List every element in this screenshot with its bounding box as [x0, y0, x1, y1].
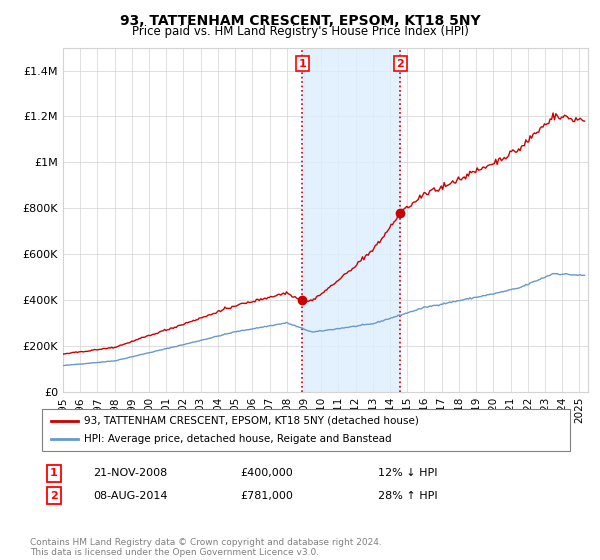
Text: 2: 2 [50, 491, 58, 501]
Text: Price paid vs. HM Land Registry's House Price Index (HPI): Price paid vs. HM Land Registry's House … [131, 25, 469, 38]
Text: 12% ↓ HPI: 12% ↓ HPI [378, 468, 437, 478]
Text: HPI: Average price, detached house, Reigate and Banstead: HPI: Average price, detached house, Reig… [84, 434, 392, 444]
Text: 08-AUG-2014: 08-AUG-2014 [93, 491, 167, 501]
Text: 1: 1 [298, 59, 306, 69]
Text: £781,000: £781,000 [240, 491, 293, 501]
Text: 2: 2 [397, 59, 404, 69]
Bar [302, 48, 400, 392]
Text: 1: 1 [50, 468, 58, 478]
Text: 93, TATTENHAM CRESCENT, EPSOM, KT18 5NY: 93, TATTENHAM CRESCENT, EPSOM, KT18 5NY [119, 14, 481, 28]
Text: £400,000: £400,000 [240, 468, 293, 478]
Text: 28% ↑ HPI: 28% ↑ HPI [378, 491, 437, 501]
Text: 93, TATTENHAM CRESCENT, EPSOM, KT18 5NY (detached house): 93, TATTENHAM CRESCENT, EPSOM, KT18 5NY … [84, 416, 419, 426]
Text: Contains HM Land Registry data © Crown copyright and database right 2024.
This d: Contains HM Land Registry data © Crown c… [30, 538, 382, 557]
Text: 21-NOV-2008: 21-NOV-2008 [93, 468, 167, 478]
